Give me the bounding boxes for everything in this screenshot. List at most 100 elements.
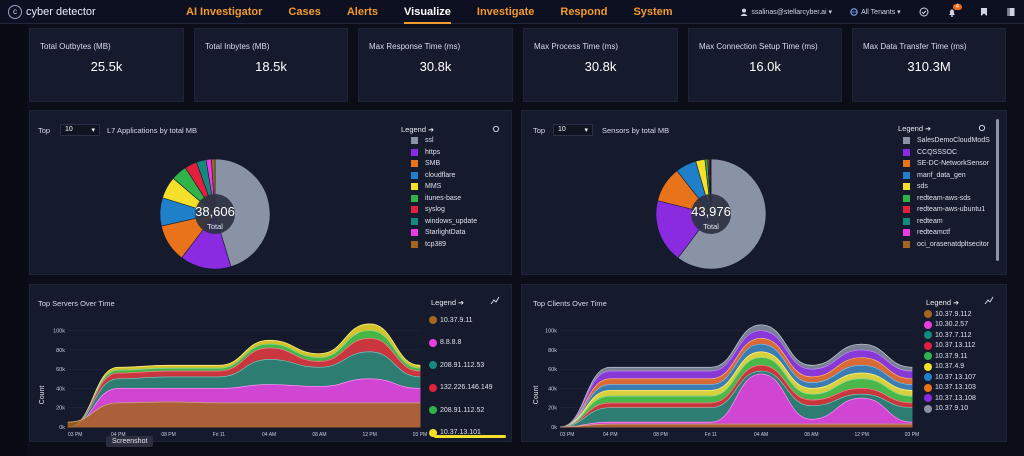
user-menu[interactable]: ssalinas@stellarcyber.ai ▾ — [740, 8, 832, 16]
y-axis-label: Count — [39, 386, 46, 405]
legend-item[interactable]: 10.37.7.112 — [924, 330, 976, 341]
legend-item[interactable]: redteam-aws-sds — [903, 193, 990, 205]
legend-scrollbar[interactable] — [434, 435, 506, 438]
panel-title: L7 Applications by total MB — [107, 126, 198, 135]
y-axis-label: Count — [533, 386, 540, 405]
legend-item[interactable]: CCQSSSOC — [903, 147, 990, 159]
area-series[interactable] — [559, 423, 913, 428]
tenant-selector[interactable]: All Tenants ▾ — [850, 8, 901, 16]
legend-item[interactable]: itunes-base — [411, 193, 477, 205]
bookmark-button[interactable] — [980, 7, 988, 17]
legend-list: SalesDemoCloudModS CCQSSSOC SE-DC-NetworkS… — [903, 135, 990, 250]
legend-item[interactable]: redteam — [903, 216, 990, 228]
legend-item[interactable]: 10.37.13.101 — [429, 422, 493, 445]
legend-item[interactable]: 208.91.112.52 — [429, 399, 493, 422]
legend-title[interactable]: Legend ➔ — [401, 125, 434, 134]
nav-alerts[interactable]: Alerts — [346, 6, 379, 18]
kpi-title: Max Connection Setup Time (ms) — [699, 42, 818, 51]
legend-list: 10.37.9.11 8.8.8.8 208.91.112.53 132.226.14… — [429, 309, 493, 444]
legend-item[interactable]: windows_update — [411, 216, 477, 228]
nav-respond[interactable]: Respond — [560, 6, 608, 18]
kpi-card-outbytes: Total Outbytes (MB) 25.5k — [29, 28, 184, 102]
legend-item[interactable]: 10.37.13.107 — [924, 372, 976, 383]
chart-type-icon[interactable] — [490, 296, 500, 305]
legend-title[interactable]: Legend ➔ — [431, 298, 464, 307]
legend-item[interactable]: 208.91.112.53 — [429, 354, 493, 377]
kpi-card-max-response-time: Max Response Time (ms) 30.8k — [358, 28, 513, 102]
x-tick-label: 04 AM — [754, 432, 768, 438]
legend-title[interactable]: Legend ➔ — [926, 298, 959, 307]
legend-item[interactable]: 10.37.9.11 — [429, 309, 493, 332]
kpi-value: 30.8k — [584, 59, 617, 74]
legend-item[interactable]: redteam-aws-ubuntu1 — [903, 204, 990, 216]
y-tick-label: 0k — [551, 425, 557, 431]
legend-item[interactable]: 10.37.13.103 — [924, 383, 976, 394]
brand[interactable]: c cyber detector — [8, 4, 96, 19]
legend-item[interactable]: ssl — [411, 135, 477, 147]
legend-item[interactable]: syslog — [411, 204, 477, 216]
legend-item[interactable]: 10.37.13.108 — [924, 393, 976, 404]
legend-title[interactable]: Legend ➔ — [898, 124, 931, 133]
area-series-edge — [67, 338, 421, 428]
area-series-edge — [559, 357, 913, 428]
legend-item[interactable]: https — [411, 147, 477, 159]
nav-system[interactable]: System — [633, 6, 673, 18]
legend-item[interactable]: 10.37.9.11 — [924, 351, 976, 362]
screenshot-tooltip: Screenshot — [106, 436, 154, 447]
legend-label: MMS — [425, 183, 442, 191]
area-series-edge — [67, 401, 420, 423]
legend-scrollbar[interactable] — [996, 119, 999, 261]
legend-label: 208.91.112.53 — [440, 361, 485, 369]
area-series-edge — [559, 370, 913, 428]
help-button[interactable] — [1006, 7, 1016, 17]
legend-item[interactable]: redteamctf — [903, 227, 990, 239]
legend-item[interactable]: 10.37.9.112 — [924, 309, 976, 320]
area-series-edge — [559, 338, 913, 428]
notification-count-badge: 4 — [952, 4, 962, 10]
legend-item[interactable]: cloudflare — [411, 170, 477, 182]
y-tick-label: 40k — [56, 386, 65, 392]
tasks-button[interactable] — [919, 7, 929, 17]
legend-item[interactable]: SMB — [411, 158, 477, 170]
area-series[interactable] — [67, 401, 421, 428]
legend-label: 132.226.146.149 — [440, 384, 493, 392]
legend-item[interactable]: 10.37.9.10 — [924, 404, 976, 415]
legend-item[interactable]: SalesDemoCloudModS — [903, 135, 990, 147]
legend-label: 8.8.8.8 — [440, 339, 462, 347]
legend-swatch — [903, 229, 910, 237]
options-circle-icon[interactable] — [492, 125, 500, 133]
nav-ai-investigator[interactable]: AI Investigator — [186, 6, 263, 18]
kpi-title: Total Outbytes (MB) — [40, 42, 111, 51]
notifications-button[interactable]: 4 — [947, 4, 962, 17]
kpi-title: Total Inbytes (MB) — [205, 42, 270, 51]
nav-visualize[interactable]: Visualize — [404, 0, 451, 24]
top-n-select[interactable]: 10 ▾ — [60, 124, 100, 136]
x-tick-label: 08 PM — [161, 432, 175, 438]
kpi-value: 30.8k — [419, 59, 452, 74]
x-tick-label: 08 AM — [312, 432, 326, 438]
legend-item[interactable]: 132.226.146.149 — [429, 377, 493, 400]
legend-item[interactable]: tcp389 — [411, 239, 477, 251]
legend-item[interactable]: manf_data_gen — [903, 170, 990, 182]
legend-label: 208.91.112.52 — [440, 406, 485, 414]
legend-item[interactable]: StarlightData — [411, 227, 477, 239]
legend-item[interactable]: MMS — [411, 181, 477, 193]
legend-item[interactable]: 8.8.8.8 — [429, 332, 493, 355]
legend-item[interactable]: 10.37.13.112 — [924, 341, 976, 352]
top-n-select[interactable]: 10 ▾ — [553, 124, 593, 136]
x-tick-label: 04 AM — [262, 432, 276, 438]
legend-swatch — [924, 383, 932, 392]
nav-investigate[interactable]: Investigate — [476, 6, 535, 18]
legend-item[interactable]: 10.30.2.57 — [924, 320, 976, 331]
legend-item[interactable]: 10.37.4.9 — [924, 362, 976, 373]
nav-cases[interactable]: Cases — [288, 6, 321, 18]
legend-swatch — [924, 352, 932, 361]
legend-item[interactable]: sds — [903, 181, 990, 193]
arrow-right-circle-icon: ➔ — [925, 126, 931, 133]
legend-item[interactable]: SE-DC-NetworkSensor — [903, 158, 990, 170]
pie-slice[interactable] — [214, 158, 271, 268]
legend-item[interactable]: oci_orasenatdpltsecitor — [903, 239, 990, 251]
chart-type-icon[interactable] — [984, 296, 994, 305]
options-circle-icon[interactable] — [978, 124, 986, 132]
